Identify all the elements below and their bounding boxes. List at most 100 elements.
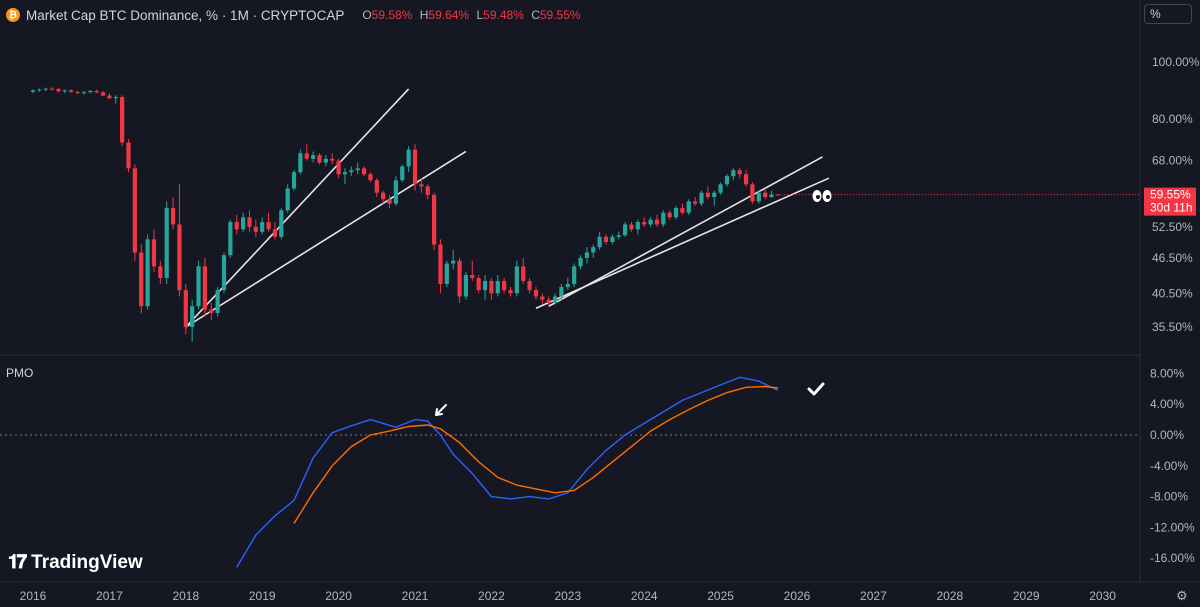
tradingview-logo[interactable]: 𝟏𝟕 TradingView: [8, 552, 143, 574]
pmo-axis-tick: 8.00%: [1150, 366, 1184, 380]
candle-body: [476, 277, 481, 291]
percent-scale-button[interactable]: %: [1144, 4, 1192, 24]
candle-body: [635, 222, 640, 230]
candle-body: [623, 224, 628, 236]
candle-body: [298, 153, 303, 173]
candle-body: [107, 95, 112, 99]
candle-body: [139, 252, 144, 307]
price-axis-tick: 35.50%: [1152, 320, 1193, 334]
last-price-badge: [1144, 187, 1196, 216]
candle-body: [260, 222, 265, 232]
time-axis-tick: 2023: [554, 589, 581, 603]
time-axis-tick: 2018: [172, 589, 199, 603]
pmo-signal-line: [293, 385, 778, 524]
candle-body: [221, 255, 227, 291]
candle-body: [508, 290, 513, 294]
candle-body: [438, 244, 443, 284]
candle-body: [190, 306, 195, 327]
candle-body: [521, 266, 526, 281]
time-axis-tick: 2029: [1013, 589, 1040, 603]
candle-body: [533, 290, 539, 297]
candle-body: [400, 166, 405, 181]
candle-body: [572, 266, 577, 284]
candle-body: [247, 217, 252, 227]
candle-body: [202, 266, 207, 310]
candle-body: [610, 236, 615, 242]
candle-body: [368, 174, 373, 181]
price-axis-tick: 68.00%: [1152, 154, 1193, 168]
pmo-axis-tick: 4.00%: [1150, 397, 1184, 411]
candle-body: [81, 92, 87, 94]
settings-gear-icon[interactable]: ⚙: [1176, 588, 1188, 603]
candle-body: [432, 194, 437, 245]
pmo-axis-tick: -16.00%: [1150, 551, 1195, 565]
eyes-emoji-pupil: [816, 195, 820, 199]
candle-body: [355, 168, 360, 171]
candle-body: [145, 239, 150, 307]
candle-body: [686, 201, 691, 213]
time-axis-tick: 2025: [707, 589, 734, 603]
candle-body: [170, 208, 176, 225]
candle-body: [654, 219, 660, 225]
candle-body: [100, 92, 106, 96]
checkmark-icon: [807, 382, 825, 396]
time-axis-tick: 2027: [860, 589, 887, 603]
candle-body: [444, 263, 449, 284]
candle-body: [693, 201, 698, 204]
price-axis-tick: 46.50%: [1152, 251, 1193, 265]
candle-body: [317, 155, 322, 163]
candle-body: [62, 90, 67, 92]
time-axis-tick: 2021: [402, 589, 429, 603]
high-value: 59.64%: [428, 8, 470, 22]
time-axis-tick: 2030: [1089, 589, 1116, 603]
candle-body: [559, 287, 564, 297]
tradingview-icon: 𝟏𝟕: [8, 552, 27, 573]
candle-body: [680, 208, 685, 213]
candle-body: [323, 158, 328, 163]
candle-body: [451, 260, 456, 264]
bar-countdown: 30d 11h: [1150, 201, 1193, 215]
candle-body: [88, 90, 93, 93]
candle-body: [330, 158, 335, 161]
candle-body: [381, 192, 386, 200]
candle-body: [132, 168, 137, 253]
time-axis-tick: 2026: [784, 589, 811, 603]
candle-body: [336, 160, 341, 175]
candle-body: [37, 89, 42, 91]
candle-body: [393, 180, 398, 204]
candle-body: [349, 170, 354, 173]
symbol-title[interactable]: Market Cap BTC Dominance, % · 1M · CRYPT…: [26, 7, 345, 23]
candle-body: [311, 155, 316, 159]
close-label: C: [531, 8, 540, 22]
time-axis-tick: 2020: [325, 589, 352, 603]
candle-body: [495, 280, 500, 294]
pmo-axis-tick: -4.00%: [1150, 459, 1188, 473]
candle-body: [463, 274, 469, 297]
pmo-indicator-label[interactable]: PMO: [6, 366, 34, 380]
candle-body: [699, 192, 704, 204]
candle-body: [209, 309, 214, 313]
candle-body: [514, 266, 519, 294]
candle-body: [94, 90, 99, 93]
candle-body: [215, 290, 220, 313]
candle-body: [673, 208, 679, 218]
candle-body: [591, 247, 596, 253]
candle-body: [75, 92, 80, 94]
candle-body: [304, 153, 309, 159]
time-axis-tick: 2017: [96, 589, 123, 603]
pmo-axis-tick: -8.00%: [1150, 490, 1188, 504]
candle-body: [266, 222, 271, 230]
candle-body: [279, 210, 284, 237]
candle-body: [241, 217, 246, 230]
candle-body: [763, 192, 768, 198]
candle-body: [527, 280, 532, 291]
candle-body: [718, 184, 723, 193]
candle-body: [158, 266, 163, 278]
candle-body: [151, 239, 157, 267]
candle-body: [769, 194, 774, 198]
arrow-down-left-icon: [435, 404, 447, 416]
candle-body: [597, 236, 602, 248]
candle-body: [565, 283, 570, 288]
candle-body: [489, 280, 494, 294]
